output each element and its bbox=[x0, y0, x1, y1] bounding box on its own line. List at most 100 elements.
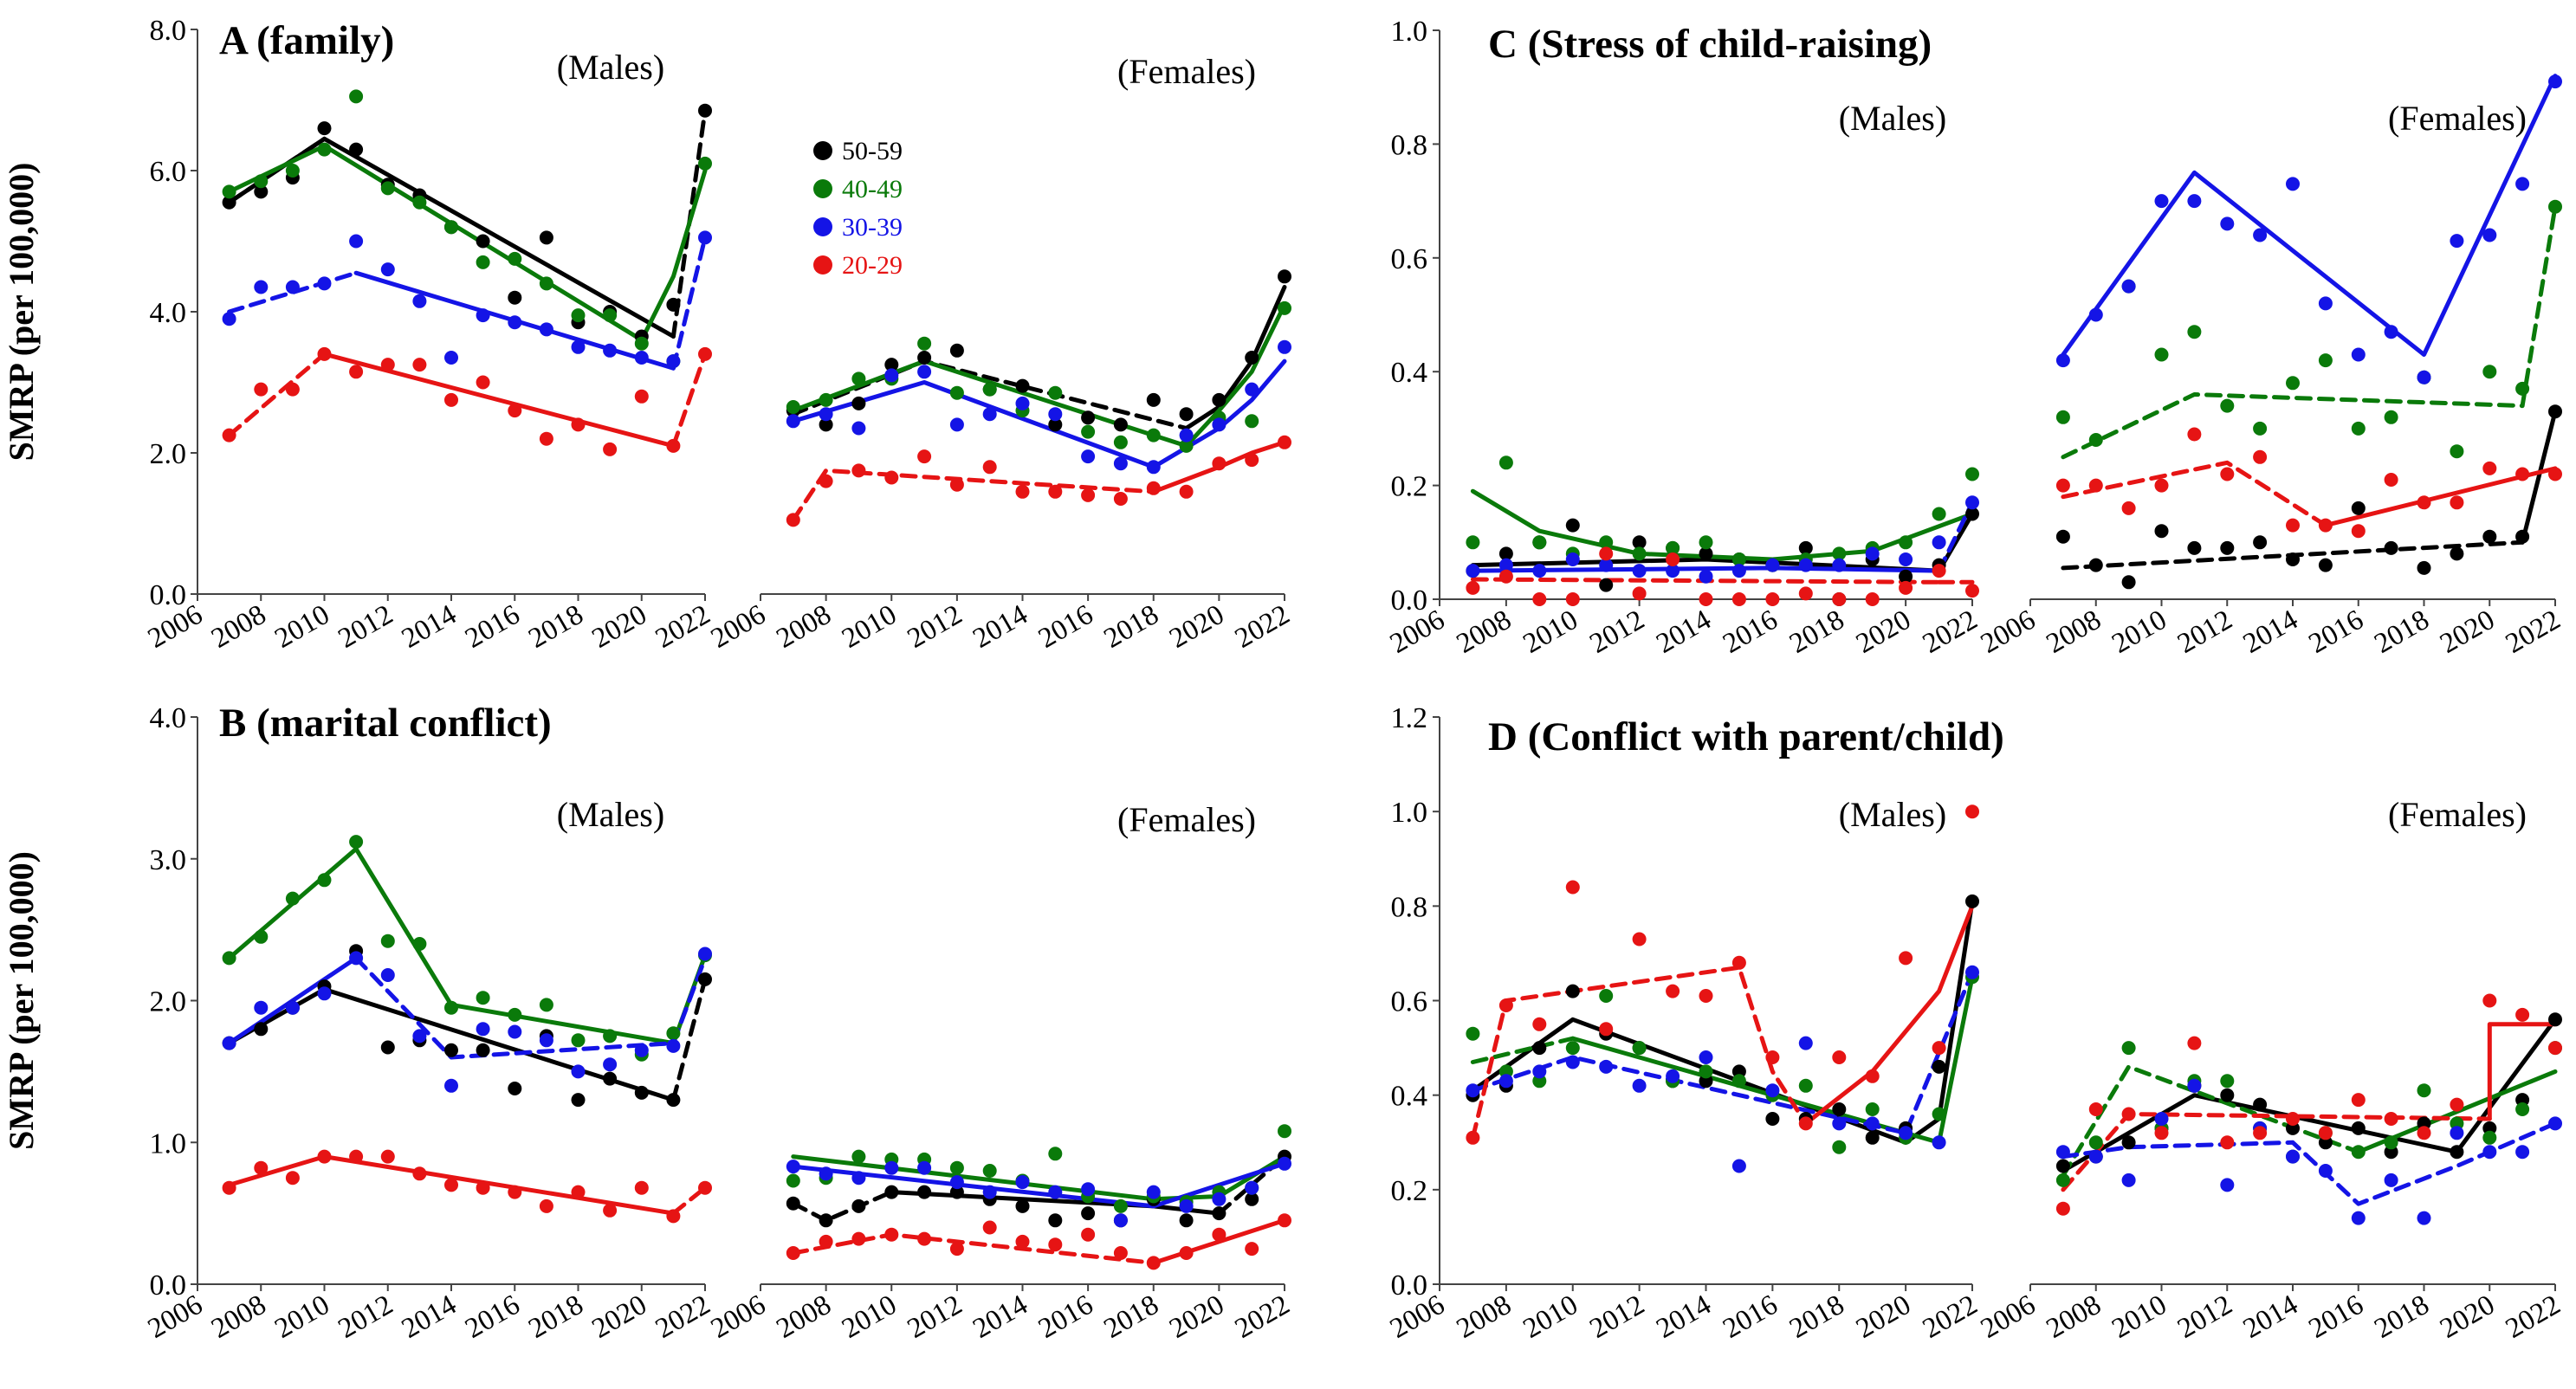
y-tick-label: 4.0 bbox=[150, 297, 187, 329]
data-point-50-59 bbox=[2351, 1121, 2366, 1135]
panel-label: (Males) bbox=[557, 795, 664, 834]
data-point-40-49 bbox=[634, 336, 649, 351]
data-point-30-39 bbox=[571, 1064, 586, 1079]
data-point-30-39 bbox=[1699, 1050, 1713, 1064]
data-point-20-29 bbox=[2384, 1112, 2398, 1126]
data-point-30-39 bbox=[1212, 417, 1227, 432]
data-point-50-59 bbox=[884, 1185, 899, 1199]
data-point-20-29 bbox=[819, 474, 833, 488]
x-tick-label: 2022 bbox=[1230, 1289, 1295, 1345]
data-point-40-49 bbox=[222, 951, 236, 966]
data-point-50-59 bbox=[1765, 1112, 1780, 1126]
data-point-50-59 bbox=[2253, 1097, 2268, 1112]
trend-line-40-49 bbox=[2061, 392, 2525, 460]
data-point-20-29 bbox=[222, 1180, 236, 1195]
x-tick-label: 2008 bbox=[1452, 1289, 1517, 1345]
trend-line-40-49 bbox=[1470, 488, 1975, 562]
data-point-20-29 bbox=[1179, 484, 1194, 499]
data-point-30-39 bbox=[1832, 558, 1847, 572]
data-point-40-49 bbox=[571, 308, 586, 323]
data-point-40-49 bbox=[2220, 398, 2235, 413]
trend-line-20-29 bbox=[227, 352, 327, 438]
data-point-30-39 bbox=[349, 951, 364, 966]
data-point-50-59 bbox=[786, 1196, 800, 1211]
data-point-20-29 bbox=[1632, 586, 1647, 601]
data-point-50-59 bbox=[1565, 984, 1580, 998]
trend-line-40-49 bbox=[2520, 204, 2558, 409]
data-point-20-29 bbox=[1765, 1050, 1780, 1064]
data-point-30-39 bbox=[380, 968, 395, 982]
trend-line-20-29 bbox=[1151, 440, 1287, 494]
data-point-30-39 bbox=[1699, 569, 1713, 584]
data-point-30-39 bbox=[603, 343, 618, 358]
data-point-40-49 bbox=[2318, 353, 2333, 368]
data-point-20-29 bbox=[476, 1180, 490, 1195]
data-point-40-49 bbox=[444, 1000, 458, 1015]
data-point-40-49 bbox=[349, 835, 364, 850]
data-point-30-39 bbox=[1965, 965, 1979, 979]
data-point-30-39 bbox=[1731, 564, 1746, 578]
data-point-50-59 bbox=[2482, 529, 2497, 544]
data-point-50-59 bbox=[1699, 546, 1713, 561]
data-point-30-39 bbox=[698, 946, 712, 961]
x-tick-label: 2008 bbox=[1452, 604, 1517, 660]
data-point-40-49 bbox=[786, 1173, 800, 1188]
chart-C: 0.0 0.2 0.4 0.6 0.8 1.0 C (Stress of child-rai… bbox=[1385, 16, 2566, 660]
data-point-50-59 bbox=[1965, 894, 1979, 908]
data-point-40-49 bbox=[1048, 385, 1063, 400]
data-point-20-29 bbox=[666, 438, 681, 453]
data-point-50-59 bbox=[603, 1071, 618, 1086]
data-point-50-59 bbox=[1015, 1198, 1030, 1213]
x-tick-label: 2018 bbox=[1784, 604, 1849, 660]
data-point-20-29 bbox=[603, 1203, 618, 1218]
data-point-50-59 bbox=[917, 1185, 932, 1199]
data-point-20-29 bbox=[698, 346, 712, 361]
trend-line-30-39 bbox=[791, 1161, 1287, 1209]
data-point-50-59 bbox=[1113, 417, 1128, 432]
data-point-30-39 bbox=[1765, 558, 1780, 572]
data-point-30-39 bbox=[2286, 1149, 2300, 1164]
data-point-30-39 bbox=[982, 407, 997, 422]
data-point-20-29 bbox=[2318, 1126, 2333, 1140]
data-point-40-49 bbox=[508, 251, 522, 266]
data-point-20-29 bbox=[2055, 478, 2070, 493]
x-tick-label: 2016 bbox=[2304, 1289, 2369, 1345]
data-point-50-59 bbox=[1081, 1206, 1096, 1221]
data-point-40-49 bbox=[666, 1026, 681, 1041]
data-point-40-49 bbox=[1532, 535, 1547, 550]
trend-line-30-39 bbox=[670, 235, 708, 371]
data-point-20-29 bbox=[917, 449, 932, 464]
trend-line-30-39 bbox=[353, 955, 708, 1060]
trend-line-30-39 bbox=[2061, 74, 2558, 357]
data-point-20-29 bbox=[222, 428, 236, 443]
trend-line-50-59 bbox=[670, 977, 708, 1102]
data-point-40-49 bbox=[349, 89, 364, 104]
data-point-30-39 bbox=[884, 368, 899, 383]
data-point-20-29 bbox=[1965, 584, 1979, 598]
data-point-20-29 bbox=[1466, 1130, 1480, 1145]
data-point-50-59 bbox=[917, 351, 932, 365]
data-point-20-29 bbox=[412, 1166, 427, 1181]
x-tick-label: 2008 bbox=[206, 599, 271, 655]
data-point-30-39 bbox=[786, 1160, 800, 1174]
x-tick-label: 2006 bbox=[1976, 1289, 2041, 1345]
data-point-50-59 bbox=[476, 234, 490, 249]
data-point-40-49 bbox=[1632, 1041, 1647, 1056]
panel-label: (Females) bbox=[2388, 99, 2527, 138]
data-point-20-29 bbox=[1532, 592, 1547, 606]
panel-females: 2006 2008 2010 2012 2014 2016 2018 2020 2022 (Fem… bbox=[1976, 74, 2566, 660]
x-tick-label: 2014 bbox=[2238, 1289, 2303, 1345]
data-point-20-29 bbox=[982, 1220, 997, 1235]
data-point-20-29 bbox=[349, 1149, 364, 1164]
data-point-20-29 bbox=[1899, 580, 1913, 595]
y-tick-label: 0.0 bbox=[1391, 1269, 1428, 1302]
data-point-20-29 bbox=[285, 1171, 300, 1185]
x-tick-label: 2008 bbox=[206, 1289, 271, 1345]
x-tick-label: 2014 bbox=[397, 1289, 462, 1345]
data-point-50-59 bbox=[2055, 1159, 2070, 1173]
y-axis-label: SMRP (per 100,000) bbox=[2, 851, 41, 1150]
x-tick-label: 2010 bbox=[1518, 604, 1583, 660]
data-point-50-59 bbox=[2318, 558, 2333, 572]
data-point-30-39 bbox=[1965, 495, 1979, 510]
data-point-30-39 bbox=[1245, 1180, 1259, 1195]
